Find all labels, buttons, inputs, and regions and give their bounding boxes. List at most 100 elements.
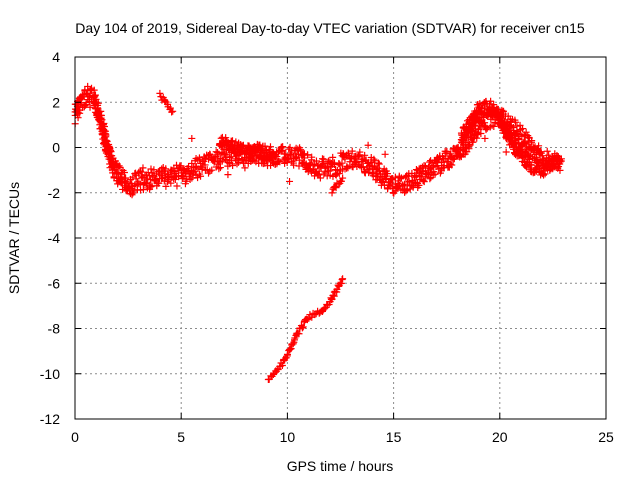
data-point	[197, 172, 205, 180]
data-point	[344, 149, 352, 157]
data-point	[364, 141, 372, 149]
data-point	[98, 116, 106, 124]
data-point	[449, 155, 457, 163]
data-point	[397, 175, 405, 183]
data-point	[535, 142, 543, 150]
data-point	[522, 128, 530, 136]
y-tick-label: -8	[48, 321, 61, 337]
data-point	[522, 162, 530, 170]
data-point	[332, 184, 340, 192]
y-tick-label: -2	[48, 185, 61, 201]
data-point	[295, 330, 303, 338]
data-point	[181, 180, 189, 188]
data-point	[102, 131, 110, 139]
data-point	[419, 176, 427, 184]
y-tick-label: 4	[52, 49, 60, 65]
data-point	[479, 110, 487, 118]
data-point	[279, 143, 287, 151]
data-point	[152, 175, 160, 183]
data-point	[241, 164, 249, 172]
chart-title: Day 104 of 2019, Sidereal Day-to-day VTE…	[75, 20, 585, 36]
data-point	[483, 124, 491, 132]
data-point	[498, 114, 506, 122]
data-point	[543, 147, 551, 155]
data-point	[473, 114, 481, 122]
data-layer	[71, 82, 565, 384]
data-point	[119, 178, 127, 186]
data-point	[541, 170, 549, 178]
data-point	[224, 171, 232, 179]
data-point	[274, 157, 282, 165]
data-point	[191, 164, 199, 172]
data-point	[211, 153, 219, 161]
data-point	[305, 314, 313, 322]
data-point	[469, 138, 477, 146]
data-point	[298, 324, 306, 332]
data-point	[169, 107, 177, 115]
data-point	[201, 161, 209, 169]
y-tick-label: 0	[52, 140, 60, 156]
data-point	[339, 174, 347, 182]
data-point	[330, 159, 338, 167]
data-point	[195, 154, 203, 162]
data-point	[448, 161, 456, 169]
data-point	[86, 103, 94, 111]
data-point	[505, 129, 513, 137]
data-point	[303, 316, 311, 324]
data-point	[287, 345, 295, 353]
y-tick-label: -10	[40, 366, 60, 382]
data-point	[156, 89, 164, 97]
data-point	[173, 182, 181, 190]
data-point	[309, 161, 317, 169]
data-point	[194, 174, 202, 182]
data-point	[443, 148, 451, 156]
data-point	[229, 162, 237, 170]
data-point	[307, 156, 315, 164]
data-point	[426, 175, 434, 183]
data-point	[97, 111, 105, 119]
data-point	[519, 125, 527, 133]
data-point	[337, 177, 345, 185]
data-point	[188, 134, 196, 142]
data-point	[132, 175, 140, 183]
data-point	[323, 301, 331, 309]
data-point	[527, 161, 535, 169]
data-point	[397, 174, 405, 182]
y-axis-label: SDTVAR / TECUs	[6, 182, 22, 294]
x-tick-label: 15	[386, 429, 402, 445]
data-point	[299, 323, 307, 331]
data-point	[540, 155, 548, 163]
data-point	[383, 170, 391, 178]
data-point	[202, 155, 210, 163]
data-point	[320, 305, 328, 313]
data-point	[511, 118, 519, 126]
data-point	[304, 151, 312, 159]
data-point	[465, 128, 473, 136]
data-point	[460, 150, 468, 158]
data-point	[149, 172, 157, 180]
data-point	[481, 134, 489, 142]
data-point	[250, 147, 258, 155]
series-short-arc-noon	[328, 174, 347, 197]
data-point	[316, 174, 324, 182]
data-point	[94, 99, 102, 107]
data-point	[509, 123, 517, 131]
x-tick-label: 0	[71, 429, 79, 445]
data-point	[246, 145, 254, 153]
data-point	[446, 160, 454, 168]
data-point	[516, 146, 524, 154]
data-point	[167, 179, 175, 187]
data-point	[521, 139, 529, 147]
data-point	[286, 177, 294, 185]
data-point	[311, 168, 319, 176]
data-point	[215, 165, 223, 173]
data-point	[512, 138, 520, 146]
data-point	[528, 137, 536, 145]
data-point	[557, 155, 565, 163]
data-point	[374, 159, 382, 167]
data-point	[289, 159, 297, 167]
data-point	[155, 179, 163, 187]
x-tick-label: 10	[280, 429, 296, 445]
y-tick-label: -6	[48, 275, 61, 291]
